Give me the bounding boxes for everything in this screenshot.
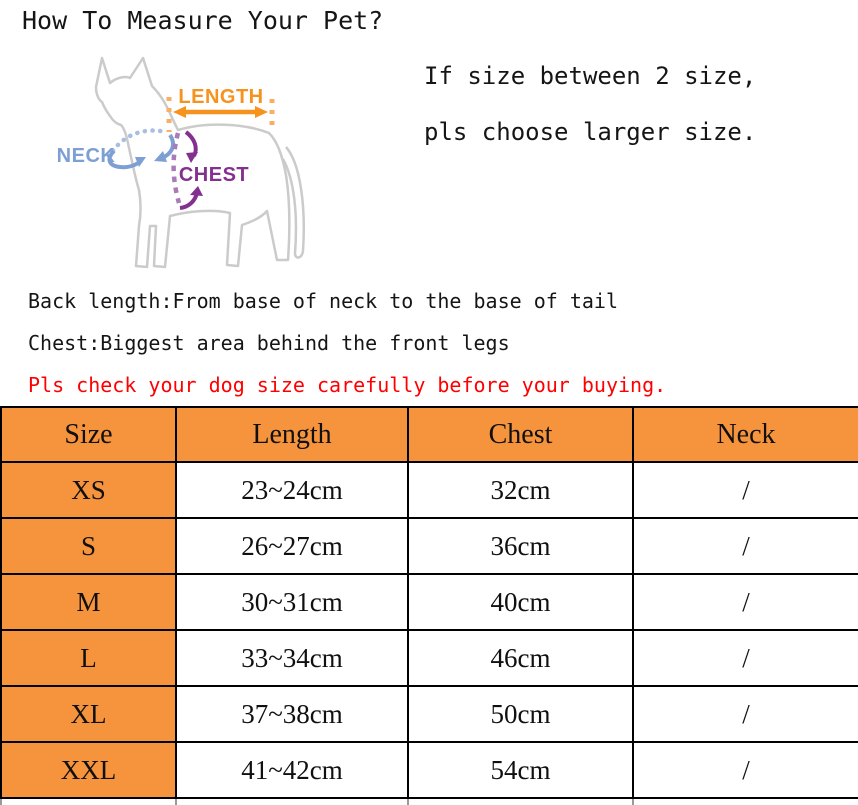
column-header-neck: Neck: [632, 406, 858, 463]
cell-chest: 36cm: [407, 517, 634, 575]
cell-neck: /: [632, 573, 858, 631]
cell-length: 30~31cm: [175, 573, 409, 631]
cell-length: 23~24cm: [175, 461, 409, 519]
chest-instruction: Chest:Biggest area behind the front legs: [28, 331, 510, 355]
cell-chest: 54cm: [407, 741, 634, 799]
neck-small-arrowhead: [135, 157, 146, 167]
cell-length: 37~38cm: [175, 685, 409, 743]
cell-length: 33~34cm: [175, 629, 409, 687]
back-length-instruction: Back length:From base of neck to the bas…: [28, 289, 619, 313]
cell-chest: 32cm: [407, 461, 634, 519]
note-line-1: If size between 2 size,: [424, 62, 757, 90]
column-header-length: Length: [175, 406, 409, 463]
dog-outline: [94, 56, 291, 269]
neck-label: NECK: [57, 145, 116, 167]
cell-size: XL: [0, 685, 177, 743]
cell-length: 41~42cm: [175, 741, 409, 799]
column-header-size: Size: [0, 406, 177, 463]
length-arrowhead-right: [255, 106, 268, 118]
table-row: S 26~27cm 36cm /: [0, 517, 858, 575]
length-label: LENGTH: [178, 86, 263, 108]
cell-size: L: [0, 629, 177, 687]
neck-small-arrow-curve: [107, 149, 143, 170]
cell-empty: [0, 797, 177, 805]
table-row: L 33~34cm 46cm /: [0, 629, 858, 687]
dog-tail-outline: [281, 146, 305, 259]
table-header-row: Size Length Chest Neck: [0, 406, 858, 463]
chest-bottom-arrowhead: [190, 186, 203, 196]
measuring-instructions: Back length:From base of neck to the bas…: [28, 289, 848, 415]
page-title: How To Measure Your Pet?: [22, 6, 384, 35]
chest-dashed-arc: [171, 132, 182, 204]
cell-neck: /: [632, 629, 858, 687]
chest-top-arrowhead: [186, 152, 198, 163]
note-line-2: pls choose larger size.: [424, 118, 757, 146]
cell-size: XXL: [0, 741, 177, 799]
size-chart-table: Size Length Chest Neck XS 23~24cm 32cm /…: [0, 406, 858, 805]
table-row: XS 23~24cm 32cm /: [0, 461, 858, 519]
cell-neck: /: [632, 685, 858, 743]
column-header-chest: Chest: [407, 406, 634, 463]
cell-size: M: [0, 573, 177, 631]
cell-empty: [632, 797, 858, 805]
cell-empty: [407, 797, 634, 805]
cell-neck: /: [632, 461, 858, 519]
table-row: M 30~31cm 40cm /: [0, 573, 858, 631]
cell-empty: [175, 797, 409, 805]
table-row-cutoff: [0, 797, 858, 805]
cell-size: S: [0, 517, 177, 575]
length-arrowhead-left: [173, 106, 186, 118]
cell-chest: 50cm: [407, 685, 634, 743]
cell-chest: 46cm: [407, 629, 634, 687]
cell-chest: 40cm: [407, 573, 634, 631]
size-warning-text: Pls check your dog size carefully before…: [28, 373, 667, 397]
cell-neck: /: [632, 517, 858, 575]
cell-neck: /: [632, 741, 858, 799]
table-row: XL 37~38cm 50cm /: [0, 685, 858, 743]
table-row: XXL 41~42cm 54cm /: [0, 741, 858, 799]
dog-measurement-diagram: LENGTH NECK CHEST: [57, 56, 305, 269]
cell-length: 26~27cm: [175, 517, 409, 575]
cell-size: XS: [0, 461, 177, 519]
neck-dotted-arc: [110, 128, 169, 154]
size-advice-note: If size between 2 size, pls choose large…: [424, 62, 854, 146]
chest-label: CHEST: [179, 164, 249, 186]
neck-arrowhead: [154, 151, 167, 162]
